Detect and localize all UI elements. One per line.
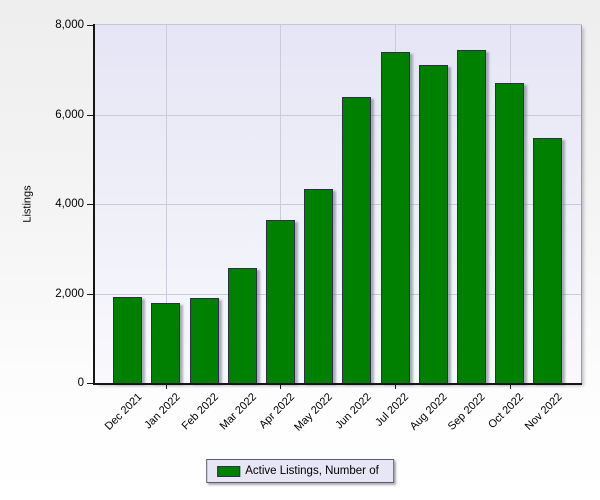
x-tick-label: Feb 2022 — [179, 391, 221, 433]
y-tick-label: 8,000 — [55, 19, 84, 31]
y-tick-mark — [87, 25, 93, 26]
y-tick-label: 2,000 — [55, 287, 84, 300]
y-axis-line — [93, 24, 95, 385]
h-gridline — [95, 293, 581, 295]
y-tick-mark — [87, 204, 93, 205]
legend-label: Active Listings, Number of — [245, 465, 379, 477]
bar — [265, 220, 295, 383]
plot-top-border — [95, 24, 582, 25]
y-tick-mark — [87, 293, 93, 295]
bar — [189, 297, 219, 383]
bar — [342, 97, 372, 383]
bar — [304, 189, 334, 383]
y-tick-mark — [87, 383, 93, 384]
x-tick-label: Jan 2022 — [141, 391, 183, 432]
plot-right-border — [581, 25, 582, 383]
bar — [380, 51, 410, 383]
y-tick-mark — [87, 114, 93, 116]
x-tick-mark — [280, 385, 282, 389]
bar — [227, 268, 257, 383]
bar — [113, 297, 143, 383]
y-tick-label: 0 — [77, 377, 84, 389]
x-tick-label: Mar 2022 — [217, 391, 259, 433]
y-tick-label: 6,000 — [55, 108, 84, 121]
x-tick-label: Sep 2022 — [446, 391, 488, 433]
h-gridline — [95, 114, 581, 116]
legend: Active Listings, Number of — [206, 459, 394, 483]
x-tick-label: Oct 2022 — [486, 391, 527, 432]
bar — [533, 138, 563, 383]
v-gridline — [280, 25, 282, 383]
legend-swatch — [217, 465, 241, 477]
x-axis-line — [93, 383, 582, 385]
x-tick-label: Aug 2022 — [407, 391, 450, 433]
x-tick-label: Dec 2021 — [102, 391, 145, 433]
plot-area — [95, 25, 581, 383]
bar — [151, 303, 181, 383]
x-tick-label: Apr 2022 — [256, 391, 297, 432]
x-tick-mark — [165, 385, 167, 389]
y-axis-title: Listings — [21, 185, 34, 223]
bar — [418, 64, 448, 383]
x-tick-label: May 2022 — [292, 391, 336, 434]
y-tick-label: 4,000 — [55, 198, 84, 210]
x-tick-label: Jul 2022 — [373, 391, 412, 429]
x-tick-label: Nov 2022 — [522, 391, 565, 433]
y-axis-title-container: Listings — [9, 25, 46, 383]
bar — [495, 82, 525, 383]
x-tick-mark — [509, 385, 511, 389]
x-tick-label: Jun 2022 — [332, 391, 374, 432]
h-gridline — [95, 204, 581, 205]
bar — [456, 50, 486, 383]
v-gridline — [165, 25, 167, 383]
x-tick-mark — [395, 385, 396, 389]
